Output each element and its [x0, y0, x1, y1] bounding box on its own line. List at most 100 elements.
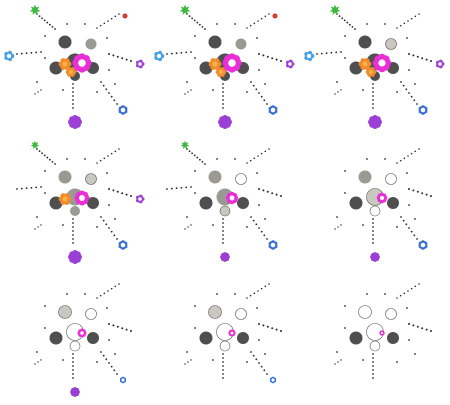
disc-top-left [58, 305, 72, 319]
scatter-dot [194, 35, 196, 37]
disc-top-right [235, 173, 247, 185]
scatter-dot [396, 226, 398, 228]
dotted-trail [372, 353, 374, 379]
scatter-dot [344, 192, 346, 194]
undefined [68, 250, 82, 264]
disc-right [387, 197, 399, 209]
magenta-flower-icon [228, 329, 236, 337]
scatter-dot [414, 218, 416, 220]
frame-1 [154, 4, 295, 129]
dotted-trail [108, 188, 132, 197]
scatter-dot [396, 91, 398, 93]
dotted-trail [250, 351, 268, 375]
disc-right [87, 197, 99, 209]
disc-bottom [70, 206, 80, 216]
blue-gear-icon [418, 240, 428, 250]
disc-top-right [85, 308, 97, 320]
disc-right [387, 332, 399, 344]
frame-6 [34, 283, 132, 397]
scatter-dot [212, 89, 214, 91]
frame-5 [334, 148, 432, 262]
dotted-trail [408, 188, 432, 197]
dotted-trail [334, 359, 342, 365]
scatter-dot [96, 361, 98, 363]
disc-top-left [208, 170, 222, 184]
magenta-flower-icon [74, 190, 90, 206]
dotted-trail [186, 13, 206, 30]
orange-flower-icon [358, 58, 372, 70]
dotted-trail [184, 224, 192, 230]
dotted-trail [34, 89, 42, 95]
dotted-trail [100, 351, 118, 375]
undefined [370, 252, 380, 262]
scatter-dot [366, 158, 368, 160]
scatter-dot [216, 293, 218, 295]
disc-bottom [369, 205, 381, 217]
dotted-trail [396, 13, 420, 29]
orange-flower-icon [58, 193, 72, 205]
magenta-flower-icon [77, 328, 87, 338]
scatter-dot [194, 327, 196, 329]
scatter-dot [414, 353, 416, 355]
blue-gear-icon [118, 105, 128, 115]
disc-top-right [85, 173, 97, 185]
scatter-dot [216, 158, 218, 160]
scatter-dot [258, 204, 260, 206]
dotted-trail [316, 51, 342, 55]
scatter-dot [384, 158, 386, 160]
dotted-trail [258, 188, 282, 197]
disc-right [87, 332, 99, 344]
disc-bottom [69, 340, 81, 352]
dotted-trail [258, 323, 282, 332]
scatter-dot [66, 23, 68, 25]
orange-flower-icon [208, 58, 222, 70]
dotted-trail [222, 218, 224, 244]
scatter-dot [36, 216, 38, 218]
purple-flower-icon [136, 194, 145, 204]
magenta-flower-icon [225, 191, 239, 205]
orange-flower-icon [365, 67, 377, 77]
undefined [220, 252, 230, 262]
scatter-dot [216, 23, 218, 25]
scatter-dot [406, 307, 408, 309]
magenta-flower-icon [72, 53, 92, 73]
scatter-dot [108, 339, 110, 341]
magenta-flower-icon [379, 330, 385, 336]
dotted-trail [108, 53, 132, 62]
disc-top-left [358, 35, 372, 49]
dotted-trail [72, 218, 74, 244]
frame-4 [166, 140, 282, 262]
scatter-dot [406, 37, 408, 39]
scatter-dot [408, 339, 410, 341]
scatter-dot [336, 81, 338, 83]
disc-right [237, 332, 249, 344]
scatter-dot [212, 359, 214, 361]
scatter-dot [366, 293, 368, 295]
dotted-trail [72, 83, 74, 109]
dotted-trail [246, 13, 270, 29]
scatter-dot [408, 69, 410, 71]
scatter-dot [62, 359, 64, 361]
dotted-trail [334, 89, 342, 95]
scatter-dot [396, 361, 398, 363]
scatter-dot [62, 89, 64, 91]
green-leaf-icon [179, 4, 191, 15]
magenta-flower-icon [222, 53, 242, 73]
scatter-dot [414, 83, 416, 85]
scatter-dot [194, 305, 196, 307]
dotted-trail [372, 83, 374, 109]
scatter-dot [212, 224, 214, 226]
red-dot-icon [272, 13, 278, 19]
disc-bottom [369, 340, 381, 352]
purple-flower-icon [286, 59, 295, 69]
purple-flower-icon [436, 59, 445, 69]
scatter-dot [194, 57, 196, 59]
blue-gear-icon [269, 376, 277, 384]
scatter-dot [36, 81, 38, 83]
scatter-dot [106, 37, 108, 39]
blue-gear-icon [268, 240, 278, 250]
dotted-trail [400, 81, 418, 105]
blue-gear-icon [118, 240, 128, 250]
scatter-dot [62, 224, 64, 226]
